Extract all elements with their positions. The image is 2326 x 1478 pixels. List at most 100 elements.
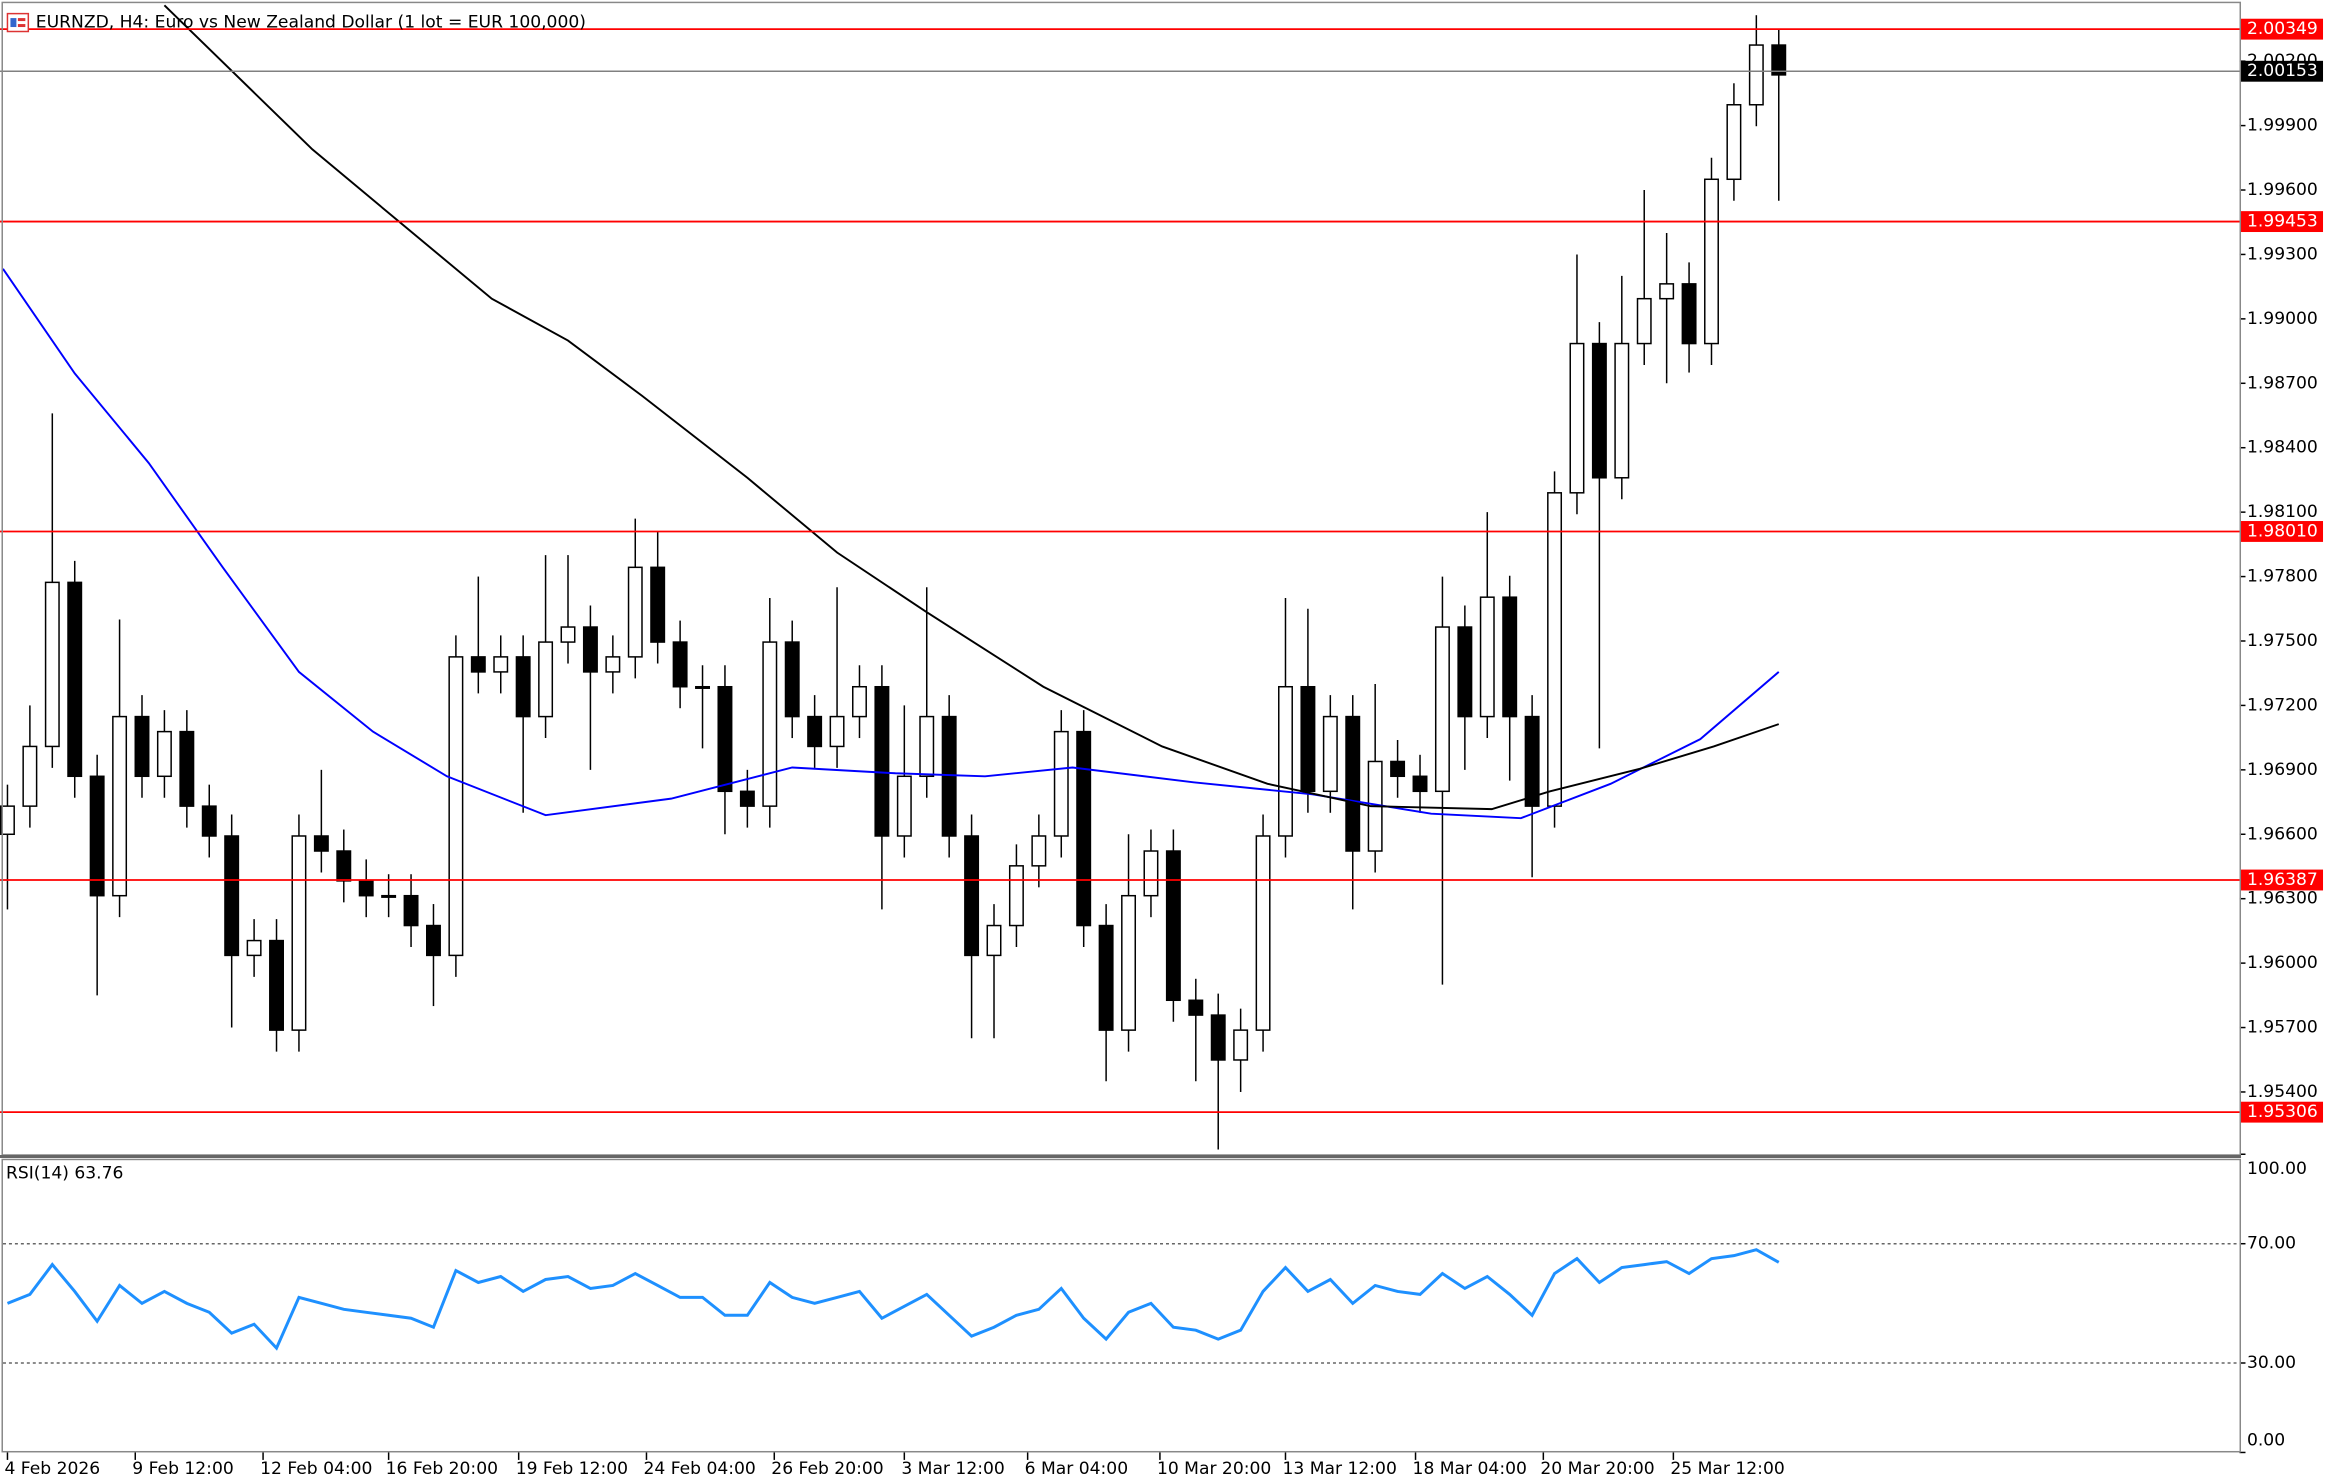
candle-body [426, 924, 441, 957]
candle-body [44, 581, 60, 748]
candle-body [739, 790, 755, 807]
candle-body [1076, 730, 1092, 927]
y-tick-label: 1.98400 [2247, 438, 2318, 458]
candle-body [1614, 342, 1630, 479]
candle-body [67, 581, 83, 778]
price-level-tag [2241, 211, 2324, 233]
x-tick-label: 24 Feb 04:00 [643, 1459, 755, 1478]
x-tick-label: 20 Mar 20:00 [1540, 1459, 1654, 1478]
candle-body [605, 656, 621, 673]
candle-body [582, 626, 598, 673]
rsi-title: RSI(14) 63.76 [6, 1164, 123, 1184]
y-tick-label: 1.95400 [2247, 1082, 2318, 1102]
candle-body [1748, 44, 1764, 106]
candle-body [1031, 835, 1047, 867]
candle-body [156, 730, 172, 778]
candle-body [1412, 775, 1428, 793]
candle-body [1345, 715, 1361, 852]
candle-body [1726, 104, 1742, 181]
price-level-tag [2241, 18, 2324, 40]
candle-body [1502, 596, 1518, 718]
candle-body [1008, 865, 1024, 927]
candle-body [1569, 342, 1585, 494]
y-tick-label: 1.99600 [2247, 180, 2318, 200]
price-level-tag [2241, 1101, 2324, 1123]
y-tick-label: 1.99000 [2247, 309, 2318, 329]
y-tick-label: 1.96600 [2247, 824, 2318, 844]
candle-body [1704, 178, 1719, 345]
candle-body [1300, 685, 1316, 793]
main-pane-frame [1, 1, 2242, 1156]
candle-body [896, 775, 912, 837]
candle-body [134, 715, 150, 778]
candle-body [112, 715, 128, 897]
candle-body [852, 685, 867, 718]
candle-body [1547, 492, 1563, 807]
rsi-pane-frame [1, 1158, 2242, 1453]
y-tick-label: 1.95700 [2247, 1018, 2318, 1038]
candle-body [1143, 850, 1159, 897]
y-tick-label: 100.00 [2247, 1159, 2307, 1179]
current-price-label: 2.00153 [2247, 61, 2318, 81]
x-tick-label: 10 Mar 20:00 [1157, 1459, 1271, 1478]
candle-body [179, 730, 195, 807]
candle-body [1322, 715, 1338, 793]
candle-body [1278, 685, 1293, 837]
x-tick-label: 3 Mar 12:00 [901, 1459, 1004, 1478]
current-price-tag [2241, 60, 2324, 82]
y-tick-label: 1.96300 [2247, 889, 2318, 909]
candle-body [627, 566, 643, 658]
candle-body [515, 656, 531, 718]
candle-body [1390, 760, 1406, 778]
rsi-line [6, 1248, 1780, 1351]
candle-body [829, 715, 845, 748]
candle-body [650, 566, 666, 643]
candle-body [224, 835, 240, 957]
candle-body [762, 641, 778, 807]
candle-body [1771, 44, 1787, 76]
candle-body [448, 656, 464, 957]
candle-body [1681, 283, 1697, 345]
y-tick-label: 0.00 [2247, 1431, 2285, 1451]
candle-body [919, 715, 935, 778]
candle-body [1591, 342, 1607, 479]
price-level-label: 1.96387 [2247, 870, 2318, 890]
candle-body [672, 641, 688, 688]
x-tick-label: 16 Feb 20:00 [386, 1459, 498, 1478]
candle-body [1165, 850, 1181, 1002]
candle-body [941, 715, 957, 837]
x-tick-label: 25 Mar 12:00 [1670, 1459, 1784, 1478]
candle-body [874, 685, 890, 837]
candle-body [201, 805, 217, 837]
price-level-label: 1.99453 [2247, 212, 2318, 232]
layer: 2.00349 1.99453 1.98010 1.96387 1.95306 2.001… [0, 18, 2324, 1123]
candle-body [1659, 283, 1675, 300]
candle-body [1053, 730, 1069, 837]
candle-body [291, 835, 307, 1031]
chart-title: EURNZD, H4: Euro vs New Zealand Dollar (… [36, 13, 586, 33]
candle-body [1524, 715, 1540, 807]
y-tick-label: 1.96000 [2247, 953, 2318, 973]
candle-body [403, 894, 419, 927]
candle-body [22, 745, 38, 807]
candle-body [313, 835, 329, 852]
price-level-label: 2.00349 [2247, 19, 2318, 39]
candle-body [0, 805, 15, 836]
candle-body [1233, 1029, 1249, 1061]
price-level-label: 1.95306 [2247, 1102, 2318, 1122]
candle-body [1121, 894, 1137, 1031]
icon-bar [17, 18, 26, 22]
x-tick-label: 6 Mar 04:00 [1025, 1459, 1128, 1478]
x-tick-label: 18 Mar 04:00 [1413, 1459, 1527, 1478]
candle-body [493, 656, 509, 673]
candle-body [1210, 1014, 1226, 1061]
x-tick-label: 19 Feb 12:00 [516, 1459, 628, 1478]
x-tick-label: 13 Mar 12:00 [1283, 1459, 1397, 1478]
price-level-tag [2241, 521, 2324, 542]
price-level-label: 1.98010 [2247, 521, 2318, 541]
y-tick-label: 70.00 [2247, 1234, 2296, 1254]
price-level-tag [2241, 869, 2324, 891]
x-tick-label: 26 Feb 20:00 [771, 1459, 883, 1478]
